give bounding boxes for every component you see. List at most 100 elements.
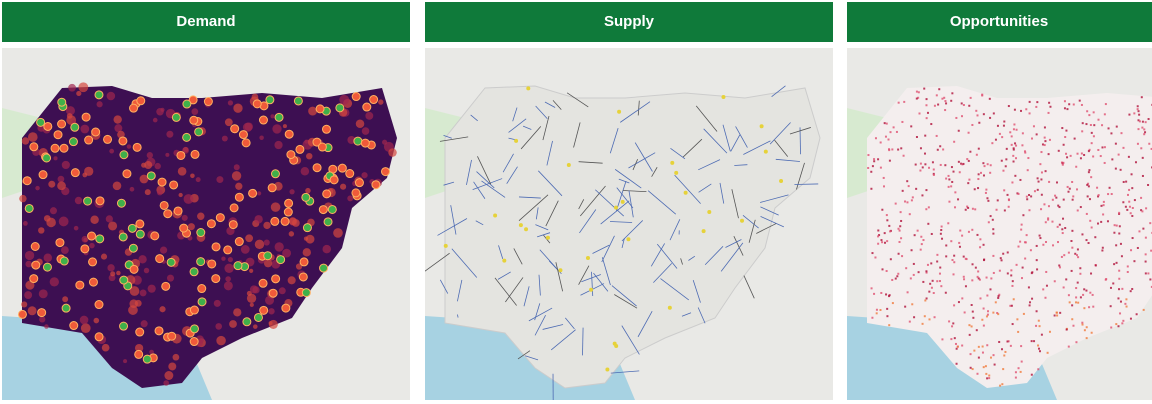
opportunity-speck bbox=[1092, 135, 1095, 138]
opportunity-speck bbox=[1019, 240, 1022, 243]
map-speck bbox=[113, 115, 122, 124]
map-speck bbox=[282, 124, 287, 129]
settlement-dot bbox=[57, 119, 67, 129]
opportunity-speck bbox=[1038, 325, 1041, 328]
grid-line-feature bbox=[581, 274, 601, 283]
opportunity-speck bbox=[1075, 165, 1078, 168]
opportunity-speck bbox=[953, 304, 956, 307]
opportunity-speck bbox=[1101, 249, 1104, 252]
opportunity-speck bbox=[1100, 220, 1103, 223]
opportunity-speck bbox=[1079, 267, 1082, 270]
map-speck bbox=[183, 194, 194, 204]
opportunity-speck bbox=[915, 187, 918, 190]
opportunity-speck bbox=[939, 145, 942, 148]
map-speck bbox=[244, 122, 253, 131]
plant-dot bbox=[707, 210, 712, 215]
panel-title: Demand bbox=[176, 13, 235, 30]
opportunity-speck bbox=[951, 258, 954, 261]
opportunity-speck bbox=[924, 134, 927, 137]
opportunity-speck bbox=[897, 252, 900, 255]
opportunity-speck bbox=[902, 154, 905, 157]
settlement-dot bbox=[135, 229, 145, 239]
opportunity-speck bbox=[1007, 199, 1010, 202]
opportunity-speck bbox=[918, 112, 921, 115]
settlement-dot bbox=[286, 150, 296, 160]
opportunity-speck bbox=[1028, 194, 1031, 197]
settlement-dot bbox=[293, 96, 303, 106]
settlement-dot bbox=[190, 149, 200, 159]
opportunity-speck bbox=[1119, 312, 1122, 315]
opportunity-speck bbox=[1141, 120, 1144, 123]
map-speck bbox=[27, 132, 38, 142]
grid-line-feature bbox=[656, 243, 678, 269]
opportunity-speck bbox=[996, 199, 999, 202]
settlement-dot bbox=[270, 216, 280, 226]
opportunity-speck bbox=[1042, 243, 1045, 246]
grid-line-feature bbox=[692, 279, 701, 303]
opportunity-speck bbox=[944, 291, 947, 294]
settlement-dot bbox=[360, 138, 370, 148]
opportunity-speck bbox=[888, 294, 891, 297]
map-speck bbox=[272, 124, 282, 134]
settlement-dot bbox=[129, 103, 139, 113]
grid-line-feature bbox=[614, 169, 642, 189]
grid-line-feature bbox=[437, 218, 468, 236]
opportunity-speck bbox=[968, 333, 971, 336]
grid-line-feature bbox=[494, 277, 517, 306]
grid-line-feature bbox=[622, 190, 647, 193]
opportunity-speck bbox=[962, 162, 965, 165]
grid-line-feature bbox=[789, 127, 811, 135]
opportunity-speck bbox=[1015, 157, 1018, 160]
settlement-dot bbox=[371, 180, 381, 190]
opportunity-speck bbox=[1089, 123, 1092, 126]
opportunity-speck bbox=[1048, 330, 1051, 333]
opportunity-speck bbox=[964, 285, 967, 288]
opportunity-speck bbox=[906, 291, 909, 294]
settlement-dot bbox=[248, 188, 258, 198]
grid-line-feature bbox=[505, 277, 524, 303]
opportunity-speck bbox=[961, 297, 964, 300]
opportunity-speck bbox=[1097, 195, 1100, 198]
settlement-dot bbox=[37, 308, 47, 318]
plant-dot bbox=[759, 124, 764, 129]
opportunity-speck bbox=[977, 270, 980, 273]
plant-dot bbox=[518, 223, 523, 228]
grid-line-feature bbox=[619, 101, 651, 123]
opportunity-speck bbox=[973, 349, 976, 352]
grid-line-feature bbox=[730, 134, 741, 152]
grid-line-feature bbox=[545, 200, 559, 227]
map-speck bbox=[172, 353, 180, 361]
grid-line-feature bbox=[582, 327, 584, 356]
grid-line-feature bbox=[512, 107, 518, 122]
settlement-dot bbox=[197, 284, 207, 294]
grid-line-feature bbox=[748, 219, 756, 243]
settlement-dot bbox=[230, 124, 240, 134]
opportunity-speck bbox=[1047, 111, 1050, 114]
map-speck bbox=[105, 215, 113, 223]
map-speck bbox=[263, 221, 271, 230]
opportunity-speck bbox=[1113, 231, 1116, 234]
opportunity-speck bbox=[963, 278, 966, 281]
grid-line-feature bbox=[760, 206, 779, 216]
opportunity-speck bbox=[1012, 128, 1015, 131]
opportunity-speck bbox=[870, 187, 873, 190]
opportunity-speck bbox=[1144, 131, 1147, 134]
map-speck bbox=[123, 359, 128, 364]
map-speck bbox=[68, 83, 76, 92]
settlement-dot bbox=[159, 200, 169, 210]
grid-line-feature bbox=[513, 248, 523, 265]
map-speck bbox=[128, 305, 138, 315]
settlement-dot bbox=[312, 137, 322, 147]
grid-line-feature bbox=[457, 314, 459, 318]
opportunity-speck bbox=[966, 158, 969, 161]
opportunity-speck bbox=[938, 272, 941, 275]
grid-line-feature bbox=[760, 194, 789, 203]
settlement-dot bbox=[354, 178, 364, 188]
opportunity-speck bbox=[997, 313, 1000, 316]
opportunity-speck bbox=[1144, 236, 1147, 239]
grid-line-feature bbox=[698, 183, 712, 193]
opportunity-speck bbox=[883, 241, 886, 244]
opportunity-speck bbox=[945, 177, 948, 180]
opportunity-speck bbox=[1001, 383, 1004, 386]
opportunity-speck bbox=[1128, 188, 1131, 191]
